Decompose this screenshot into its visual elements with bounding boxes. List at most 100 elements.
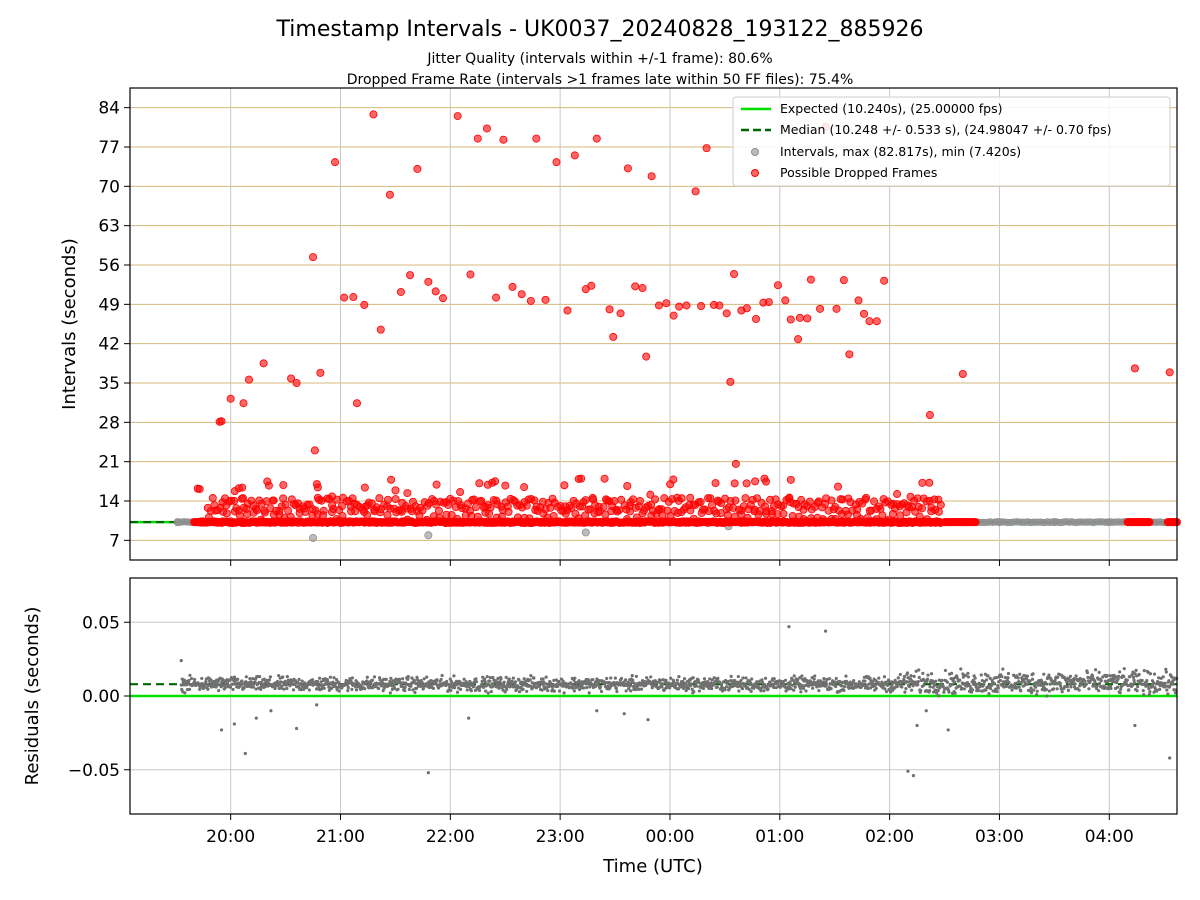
residual-point [540,688,544,692]
residual-point [1074,674,1078,678]
residual-point [609,676,613,680]
dropped-frame-point [911,507,920,516]
interval-point [1050,518,1059,527]
dropped-frame-point [594,508,603,517]
residual-point [966,675,971,679]
dropped-frame-point [686,506,695,515]
residual-point [465,688,469,692]
residual-point [825,677,829,681]
residual-point [467,716,471,720]
dropped-frame-point [264,481,273,490]
residual-point [783,678,788,682]
dropped-frame-point [587,281,596,290]
residual-point [912,674,916,678]
residual-point [350,687,354,691]
residual-point [279,680,283,684]
dropped-frame-point [327,508,336,517]
residual-point [697,689,702,693]
residual-point [1042,672,1046,676]
residual-point [474,680,479,684]
residual-point [793,685,797,689]
residual-point [415,675,419,680]
residual-point [718,680,722,684]
residual-point [749,689,753,693]
chart-subtitle-dropped: Dropped Frame Rate (intervals >1 frames … [347,72,854,88]
dropped-frame-point [609,332,618,341]
residual-point [1095,687,1099,691]
dropped-frame-point [751,477,760,486]
residual-point [259,687,263,691]
residual-point [276,679,280,684]
dropped-frame-point [893,490,902,499]
residual-point [710,678,714,682]
legend-median-label: Median (10.248 +/- 0.533 s), (24.98047 +… [780,122,1111,137]
dropped-frame-point [872,317,881,326]
dropped-frame-point [561,509,570,518]
dropped-frame-point [786,315,795,324]
dropped-frame-point [570,151,579,160]
dropped-frame-point [238,483,247,492]
dropped-frame-point [349,293,358,302]
residual-point [1170,675,1174,679]
residual-point [1146,684,1150,688]
residual-point [315,703,319,707]
residual-point [733,678,737,683]
residual-point [1155,688,1159,692]
residual-point [762,689,766,693]
legend-expected-label: Expected (10.240s), (25.00000 fps) [780,101,1002,116]
residual-point [627,687,631,691]
residual-point [953,680,957,684]
residual-point [183,691,187,695]
dropped-frame-point [702,144,711,153]
residual-point [410,676,414,680]
dropped-frame-point [581,511,590,520]
residual-point [318,676,322,680]
dropped-frame-point [888,509,897,518]
residuals-y-axis-label: Residuals (seconds) [22,607,43,786]
residual-point [1086,675,1090,679]
residual-point [284,683,288,687]
residual-point [863,679,867,683]
dropped-frame-point [677,508,686,517]
dropped-frame-point [491,477,500,486]
residual-point [683,682,688,686]
dropped-frame-point [870,497,879,506]
residual-point [941,685,945,689]
intervals-y-tick-label: 7 [109,531,120,551]
intervals-y-tick-label: 77 [98,138,120,158]
dropped-frame-point [319,511,328,520]
residual-point [1065,685,1069,689]
residual-point [823,629,828,633]
residual-point [288,684,292,688]
intervals-x-ticks [230,560,1110,566]
residual-point [1168,756,1172,760]
residual-point [984,678,989,682]
legend: Expected (10.240s), (25.00000 fps) Media… [732,96,1171,187]
residual-point [691,676,695,680]
residual-point [1011,673,1016,677]
residual-point [1099,678,1103,683]
residual-point [204,679,208,684]
dropped-frame-point [331,158,340,167]
dropped-frame-point [309,253,318,262]
residual-point [497,684,502,688]
dropped-frame-point [292,378,301,387]
dropped-frame-point [422,515,431,524]
residual-point [253,680,257,684]
residual-point [889,686,893,690]
residual-point [612,680,616,685]
residual-point [1151,684,1155,688]
residual-point [464,680,468,684]
residual-point [1121,683,1125,687]
x-tick-label: 23:00 [536,827,585,847]
residual-point [724,685,729,689]
residual-point [376,686,381,691]
residual-point [599,689,604,694]
residual-point [363,687,367,691]
residual-point [425,675,429,679]
residual-point [729,674,733,679]
residual-point [1059,687,1063,691]
residuals-y-ticks: 0.05 0.00 −0.05 [68,613,130,781]
intervals-y-tick-label: 28 [98,413,120,433]
residual-point [481,675,485,679]
